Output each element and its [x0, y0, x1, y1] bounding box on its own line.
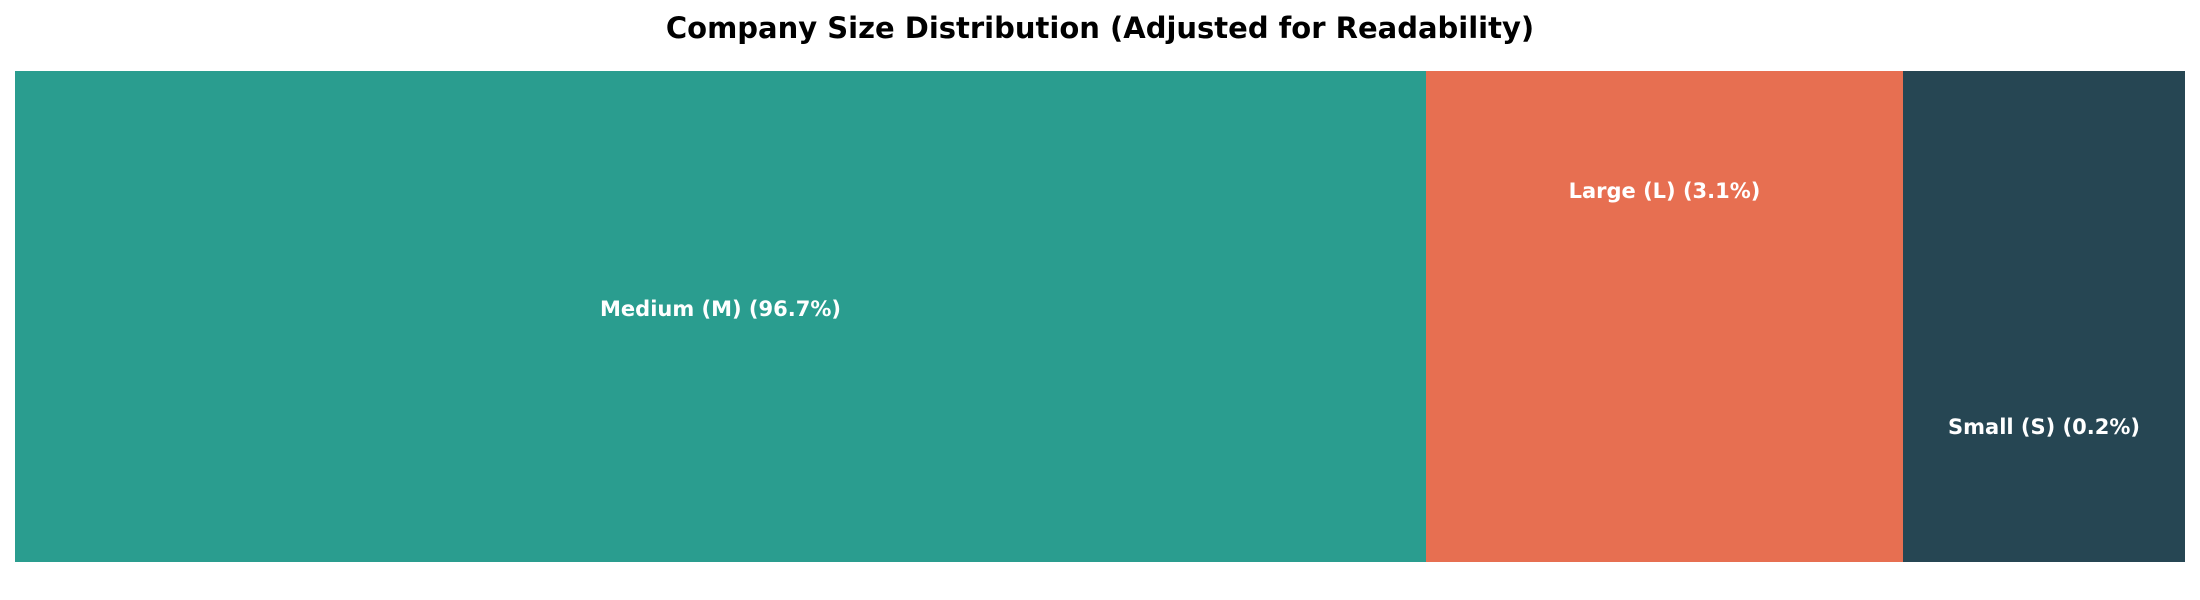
- chart-title: Company Size Distribution (Adjusted for …: [666, 11, 1534, 45]
- segment-label-small-s: Small (S) (0.2%): [1948, 415, 2140, 439]
- segments-group: Medium (M) (96.7%) Large (L) (3.1%) Small …: [15, 71, 2185, 562]
- segment-medium-m: [15, 71, 1426, 562]
- segment-small-s: [1903, 71, 2185, 562]
- segment-large-l: [1426, 71, 1903, 562]
- segment-label-large-l: Large (L) (3.1%): [1569, 179, 1761, 203]
- segment-label-medium-m: Medium (M) (96.7%): [600, 297, 841, 321]
